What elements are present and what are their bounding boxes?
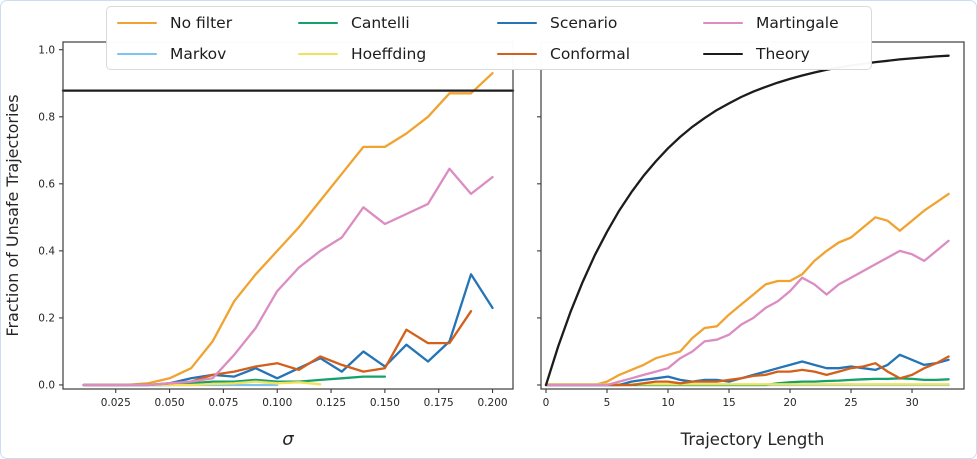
legend-swatch-icon [703,52,743,55]
y-tick-label: 0.4 [38,246,55,258]
legend-swatch-icon [298,52,338,55]
x-tick-label: 15 [722,397,735,409]
x-tick-label: 0.075 [208,397,238,409]
series-conformal [82,310,473,387]
axes-left: 0.025 0.050 0.075 0.100 0.125 0.150 0.175 0.200… [3,41,515,450]
x-tick-label: 0.125 [316,397,346,409]
legend-item-hoeffding: Hoeffding [298,45,497,63]
legend-item-martingale: Martingale [703,14,871,32]
series-conformal [544,355,950,387]
axes-right: 0 5 10 15 20 25 30 Trajectory Length [537,41,965,449]
legend-swatch-icon [298,21,338,24]
series-scenario [544,353,950,387]
x-tick-label: 0.150 [370,397,400,409]
x-tick-label: 0.175 [424,397,454,409]
legend: No filter Markov Cantelli Hoeffding Scenario… [106,6,872,70]
plot-spines [540,41,965,390]
legend-item-theory: Theory [703,45,871,63]
series-scenario [82,273,494,387]
series-no-filter [82,72,494,387]
legend-item-cantelli: Cantelli [298,14,497,32]
series-theory [544,54,950,387]
legend-swatch-icon [497,21,537,24]
plot-spines [62,41,514,390]
legend-item-no-filter: No filter [117,14,298,32]
legend-label: Theory [756,44,810,63]
legend-item-markov: Markov [117,45,298,63]
legend-label: Scenario [550,13,618,32]
legend-label: Markov [170,44,227,63]
legend-swatch-icon [703,21,743,24]
x-axis-label: σ [282,429,294,450]
x-tick-label: 25 [844,397,857,409]
legend-item-scenario: Scenario [497,14,703,32]
y-tick-label: 0.6 [38,179,55,191]
legend-swatch-icon [117,21,157,24]
x-axis-label: Trajectory Length [680,430,825,449]
legend-swatch-icon [497,52,537,55]
x-tick-label: 0.200 [478,397,508,409]
series-martingale [544,239,950,387]
x-tick-label: 20 [783,397,796,409]
legend-label: Conformal [550,44,631,63]
series-martingale [82,167,494,387]
series-no-filter [544,192,950,387]
y-tick-label: 0.0 [38,380,55,392]
legend-item-conformal: Conformal [497,45,703,63]
y-axis-label: Fraction of Unsafe Trajectories [3,94,22,336]
x-tick-label: 5 [604,397,611,409]
x-tick-label: 0.100 [262,397,292,409]
legend-label: Hoeffding [351,44,427,63]
legend-label: No filter [170,13,233,32]
x-tick-label: 0 [543,397,550,409]
x-tick-label: 30 [905,397,918,409]
y-tick-label: 1.0 [38,44,55,56]
y-tick-label: 0.2 [38,313,55,325]
x-tick-label: 10 [661,397,674,409]
legend-label: Cantelli [351,13,410,32]
y-tick-label: 0.8 [38,111,55,123]
legend-swatch-icon [117,52,157,55]
legend-label: Martingale [756,13,839,32]
x-tick-label: 0.050 [155,397,185,409]
x-tick-label: 0.025 [101,397,131,409]
